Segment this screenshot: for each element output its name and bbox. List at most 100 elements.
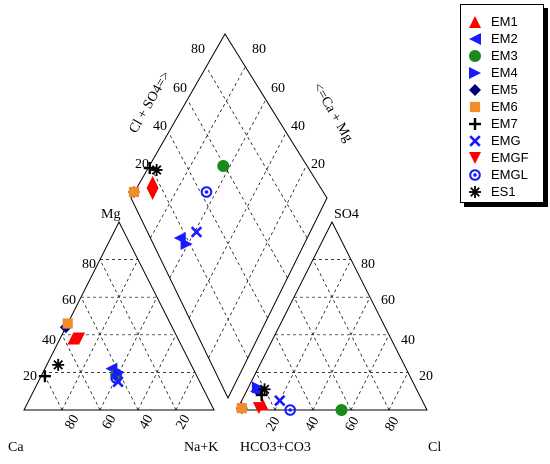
data-points — [38, 160, 348, 416]
diamond-grid-line — [149, 165, 249, 359]
legend-symbol — [469, 152, 481, 164]
legend-marker-em7 — [469, 118, 481, 130]
cation-grid-line — [175, 372, 196, 411]
point-cation-em1 — [67, 332, 80, 345]
legend-marker-em3 — [469, 50, 481, 62]
point-anion-emg — [274, 394, 286, 407]
cation-triangle — [23, 220, 215, 411]
diamond-right-tick: 20 — [311, 157, 325, 172]
legend-label: EM2 — [491, 31, 518, 46]
diamond-grid-line — [205, 66, 308, 239]
legend-label: ES1 — [491, 184, 516, 199]
legend-marker-es1 — [469, 186, 481, 198]
point-anion-em6 — [236, 403, 247, 414]
anion-grid-line — [274, 334, 314, 411]
legend-symbol — [469, 101, 481, 113]
legend-item-em5: EM5 — [461, 81, 543, 99]
grid-layer — [42, 66, 409, 411]
legend-item-es1: ES1 — [461, 183, 543, 201]
point-cation-em4 — [113, 366, 125, 379]
anion-right-tick: 40 — [401, 333, 415, 348]
point-cation-em7 — [38, 370, 51, 383]
cation-grid-line — [80, 297, 139, 411]
cation-grid-line — [99, 297, 158, 411]
legend-symbol — [469, 169, 481, 181]
central-diamond — [130, 33, 328, 400]
anion-grid-line — [255, 372, 276, 411]
legend-symbol — [469, 84, 481, 96]
legend-item-em7: EM7 — [461, 115, 543, 133]
legend-item-em6: EM6 — [461, 98, 543, 116]
point-diamond-em1 — [146, 176, 159, 188]
legend-marker-emgl — [469, 169, 481, 181]
anion-bottom-tick: 40 — [302, 414, 322, 434]
diamond-grid-line — [208, 165, 307, 359]
legend-item-emg: EMG — [461, 132, 543, 150]
diamond-label-right: <=Ca + Mg — [310, 81, 356, 145]
anion-right-tick: 20 — [419, 369, 433, 384]
cation-left-tick: 40 — [42, 333, 56, 348]
diamond-left-tick: 20 — [135, 157, 149, 172]
legend-marker-em6 — [469, 101, 481, 113]
point-anion-emgl — [284, 404, 297, 416]
legend-marker-em5 — [469, 84, 481, 96]
cation-left-tick: 60 — [62, 293, 76, 308]
corner-label-mg: Mg — [101, 207, 120, 222]
point-diamond-emg — [190, 226, 203, 238]
legend-symbol — [469, 118, 481, 130]
point-diamond-em4 — [180, 238, 193, 250]
tick-labels: 80 60 40 20 20 40 60 80 20 40 60 80 20 4… — [23, 42, 433, 434]
anion-grid-line — [312, 297, 371, 411]
diamond-grid-line — [168, 132, 268, 319]
legend-marker-emg — [469, 135, 481, 147]
legend: EM1 EM2 EM3 EM4 EM5 EM6 EM7 EMG EMGF EMGL ES1 — [460, 4, 544, 203]
legend-label: EMGL — [491, 167, 528, 182]
cation-left-tick: 20 — [23, 369, 37, 384]
legend-item-emgf: EMGF — [461, 149, 543, 167]
corner-label-nak: Na+K — [184, 440, 218, 455]
legend-marker-emgf — [469, 152, 481, 164]
anion-bottom-tick: 60 — [342, 414, 362, 434]
legend-item-em3: EM3 — [461, 47, 543, 65]
point-cation-emgl — [110, 372, 122, 384]
diamond-grid-line — [187, 99, 288, 279]
diamond-right-tick: 60 — [271, 81, 285, 96]
point-diamond-emgl — [200, 186, 213, 198]
legend-marker-em1 — [469, 16, 481, 28]
anion-bottom-tick: 80 — [382, 414, 402, 434]
anion-grid-line — [388, 372, 409, 411]
legend-symbol — [469, 16, 481, 28]
anion-grid-line — [293, 297, 352, 411]
cation-bottom-tick: 60 — [99, 412, 119, 432]
legend-item-emgl: EMGL — [461, 166, 543, 184]
point-anion-em4 — [251, 381, 264, 394]
diamond-left-tick: 80 — [191, 42, 205, 57]
legend-label: EMG — [491, 133, 521, 148]
legend-label: EM4 — [491, 65, 518, 80]
cation-left-tick: 80 — [82, 257, 96, 272]
point-anion-em3 — [335, 404, 348, 416]
cation-grid-line — [137, 334, 177, 411]
legend-item-em2: EM2 — [461, 30, 543, 48]
anion-triangle — [236, 220, 428, 411]
anion-grid-line — [350, 334, 390, 411]
point-anion-es1 — [258, 383, 271, 396]
corner-label-hco3: HCO3+CO3 — [240, 440, 311, 455]
corner-label-ca: Ca — [8, 440, 24, 455]
diamond-left-tick: 40 — [153, 119, 167, 134]
legend-symbol — [469, 50, 481, 62]
diamond-right-tick: 40 — [291, 119, 305, 134]
cation-grid-line — [42, 372, 63, 411]
legend-symbol — [469, 33, 481, 45]
diamond-left-tick: 60 — [173, 81, 187, 96]
legend-label: EM7 — [491, 116, 518, 131]
cation-bottom-tick: 80 — [62, 412, 82, 432]
point-diamond-es1 — [150, 164, 163, 176]
point-cation-es1 — [52, 358, 65, 371]
diamond-grid-line — [150, 66, 246, 239]
legend-label: EM3 — [491, 48, 518, 63]
legend-marker-em2 — [469, 33, 481, 45]
legend-label: EM6 — [491, 99, 518, 114]
cation-bottom-tick: 20 — [173, 412, 193, 432]
legend-marker-em4 — [469, 67, 481, 79]
